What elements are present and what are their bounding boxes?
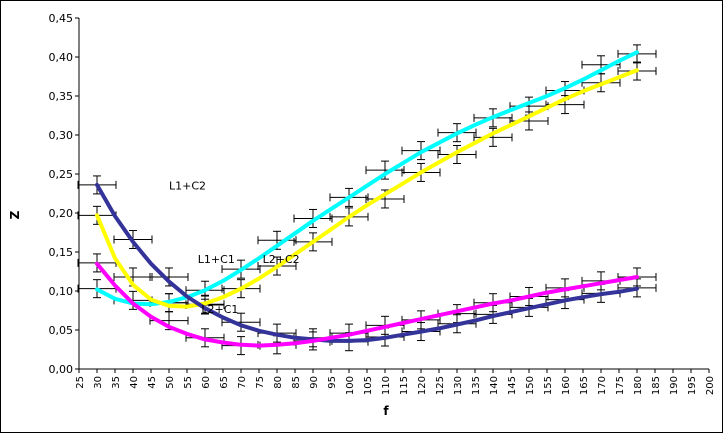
y-tick-group: 0,00 0,05 0,10 0,15 0,20 0,25 0,30 0,35 0,40 0,45	[49, 12, 79, 376]
x-tick-label: 110	[381, 376, 392, 395]
annotation-label: L1+C2	[169, 180, 206, 193]
x-tick-label: 120	[417, 376, 428, 395]
x-tick-label: 105	[363, 376, 374, 395]
y-tick-label: 0,40	[49, 51, 74, 64]
x-tick-label: 115	[399, 376, 410, 395]
x-tick-label: 175	[615, 376, 626, 395]
y-tick-label: 0,05	[49, 324, 74, 337]
x-tick-label: 70	[237, 376, 248, 389]
y-tick-label: 0,10	[49, 285, 74, 298]
x-tick-label: 80	[273, 376, 284, 389]
x-tick-label: 45	[147, 376, 158, 389]
x-tick-label: 35	[111, 376, 122, 389]
y-tick-label: 0,20	[49, 207, 74, 220]
axes	[78, 18, 709, 370]
x-tick-label: 130	[453, 376, 464, 395]
x-tick-label: 25	[75, 376, 86, 389]
x-tick-label: 135	[471, 376, 482, 395]
x-tick-label: 190	[669, 376, 680, 395]
x-tick-label: 55	[183, 376, 194, 389]
x-tick-label: 100	[345, 376, 356, 395]
x-tick-label: 150	[525, 376, 536, 395]
x-tick-label: 40	[129, 376, 140, 389]
annotation-group: L1+C2 L1+C1 L2+C2 L2+C1	[169, 180, 300, 316]
x-tick-label: 125	[435, 376, 446, 395]
x-tick-label: 155	[543, 376, 554, 395]
x-tick-label: 170	[597, 376, 608, 395]
x-tick-label: 75	[255, 376, 266, 389]
x-tick-label: 185	[651, 376, 662, 395]
annotation-label: L1+C1	[198, 253, 235, 266]
y-tick-label: 0,00	[49, 363, 74, 376]
x-tick-label: 30	[93, 376, 104, 389]
y-axis-title: Z	[8, 210, 22, 219]
y-tick-label: 0,15	[49, 246, 74, 259]
x-tick-label: 50	[165, 376, 176, 389]
x-axis-title: f	[383, 404, 389, 418]
x-tick-label: 195	[687, 376, 698, 395]
x-tick-label: 180	[633, 376, 644, 395]
x-tick-group: 25 30 35 40 45 50 55 60 65 70 75 80 85 90 95 100 105 110 1…	[75, 369, 716, 395]
y-tick-label: 0,45	[49, 12, 74, 25]
series-line-2	[95, 182, 639, 343]
x-tick-label: 95	[327, 376, 338, 389]
annotation-label: L2+C1	[201, 303, 238, 316]
x-tick-label: 145	[507, 376, 518, 395]
error-bar-group	[77, 44, 657, 356]
y-tick-label: 0,30	[49, 129, 74, 142]
series-line-3	[95, 261, 639, 348]
series-line-0	[95, 50, 639, 307]
y-tick-label: 0,25	[49, 168, 74, 181]
x-tick-label: 90	[309, 376, 320, 389]
x-tick-label: 140	[489, 376, 500, 395]
x-tick-label: 65	[219, 376, 230, 389]
x-tick-label: 85	[291, 376, 302, 389]
annotation-label: L2+C2	[263, 253, 300, 266]
series-group	[95, 50, 639, 348]
y-tick-label: 0,35	[49, 90, 74, 103]
x-tick-label: 160	[561, 376, 572, 395]
x-tick-label: 200	[705, 376, 716, 395]
series-line-1	[95, 68, 639, 309]
x-tick-label: 60	[201, 376, 212, 389]
x-tick-label: 165	[579, 376, 590, 395]
